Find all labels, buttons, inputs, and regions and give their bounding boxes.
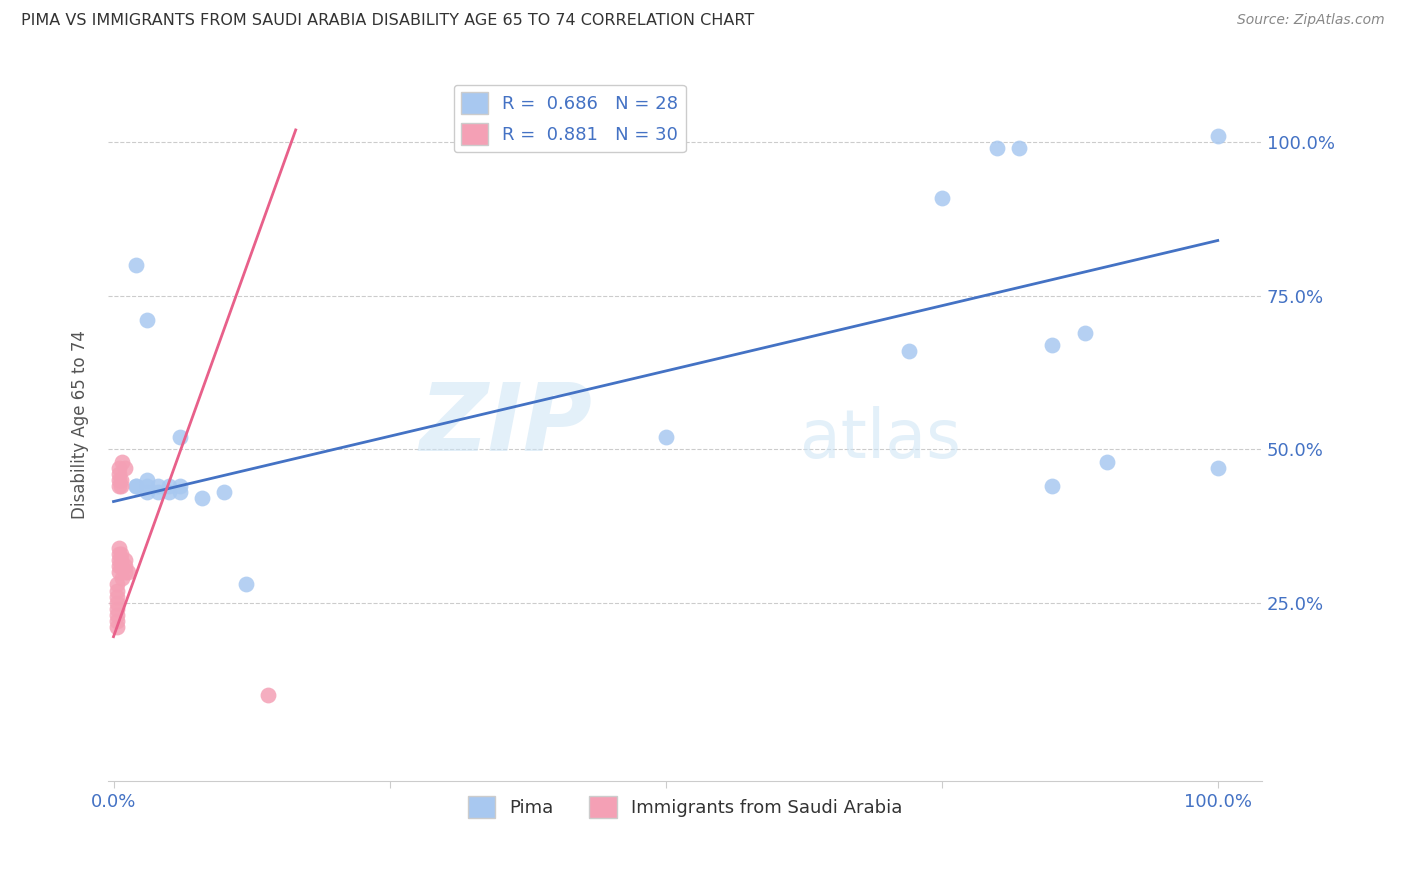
Point bbox=[1040, 338, 1063, 352]
Point bbox=[931, 190, 953, 204]
Point bbox=[108, 473, 131, 487]
Point bbox=[110, 479, 132, 493]
Point bbox=[110, 559, 132, 574]
Point bbox=[111, 571, 134, 585]
Point bbox=[986, 141, 1008, 155]
Point bbox=[257, 688, 280, 702]
Text: atlas: atlas bbox=[800, 406, 962, 472]
Text: Source: ZipAtlas.com: Source: ZipAtlas.com bbox=[1237, 13, 1385, 28]
Point bbox=[135, 479, 157, 493]
Point bbox=[110, 547, 132, 561]
Point bbox=[108, 547, 131, 561]
Point bbox=[105, 583, 128, 598]
Text: ZIP: ZIP bbox=[420, 379, 593, 471]
Point bbox=[146, 485, 169, 500]
Point bbox=[105, 608, 128, 623]
Point bbox=[169, 430, 191, 444]
Point bbox=[108, 460, 131, 475]
Point bbox=[105, 596, 128, 610]
Point bbox=[654, 430, 676, 444]
Point bbox=[110, 553, 132, 567]
Point bbox=[105, 590, 128, 604]
Point bbox=[897, 344, 920, 359]
Point bbox=[124, 479, 146, 493]
Point bbox=[114, 559, 136, 574]
Point bbox=[108, 479, 131, 493]
Point bbox=[146, 479, 169, 493]
Point bbox=[124, 479, 146, 493]
Point bbox=[108, 565, 131, 579]
Point bbox=[114, 460, 136, 475]
Point bbox=[212, 485, 235, 500]
Point bbox=[124, 258, 146, 272]
Point bbox=[1097, 454, 1119, 468]
Point bbox=[1206, 129, 1229, 144]
Point bbox=[117, 565, 139, 579]
Point bbox=[157, 479, 180, 493]
Point bbox=[114, 553, 136, 567]
Point bbox=[108, 559, 131, 574]
Point bbox=[114, 565, 136, 579]
Point bbox=[1074, 326, 1097, 340]
Point bbox=[135, 485, 157, 500]
Point bbox=[135, 473, 157, 487]
Point bbox=[169, 485, 191, 500]
Point bbox=[108, 467, 131, 481]
Point bbox=[1206, 460, 1229, 475]
Point bbox=[105, 602, 128, 616]
Point bbox=[110, 473, 132, 487]
Point bbox=[108, 541, 131, 555]
Point bbox=[1008, 141, 1031, 155]
Point bbox=[135, 313, 157, 327]
Point bbox=[169, 479, 191, 493]
Legend: Pima, Immigrants from Saudi Arabia: Pima, Immigrants from Saudi Arabia bbox=[460, 789, 910, 825]
Text: PIMA VS IMMIGRANTS FROM SAUDI ARABIA DISABILITY AGE 65 TO 74 CORRELATION CHART: PIMA VS IMMIGRANTS FROM SAUDI ARABIA DIS… bbox=[21, 13, 755, 29]
Point bbox=[1040, 479, 1063, 493]
Y-axis label: Disability Age 65 to 74: Disability Age 65 to 74 bbox=[72, 330, 89, 519]
Point bbox=[105, 620, 128, 634]
Point bbox=[111, 454, 134, 468]
Point bbox=[108, 553, 131, 567]
Point bbox=[105, 577, 128, 591]
Point bbox=[235, 577, 257, 591]
Point bbox=[157, 485, 180, 500]
Point bbox=[105, 615, 128, 629]
Point bbox=[191, 491, 214, 506]
